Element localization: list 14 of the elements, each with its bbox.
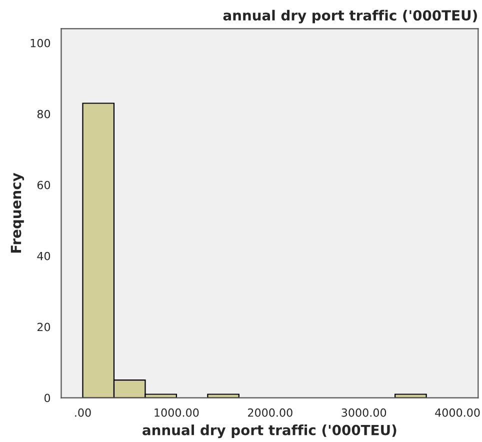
y-tick-label: 20 — [37, 322, 50, 332]
x-axis-title: annual dry port traffic ('000TEU) — [142, 424, 396, 438]
x-tick-label: 4000.00 — [435, 408, 480, 417]
y-axis-title: Frequency — [10, 172, 24, 253]
y-tick-label: 80 — [37, 110, 50, 118]
y-tick-label: 0 — [44, 394, 50, 402]
x-tick-label: 1000.00 — [154, 408, 199, 417]
y-tick-label: 40 — [37, 252, 50, 260]
x-tick-label: 2000.00 — [248, 408, 292, 417]
x-tick-label: .00 — [75, 408, 91, 417]
y-tick-label: 100 — [30, 38, 50, 48]
y-tick-label: 60 — [37, 180, 50, 190]
x-tick-label: 3000.00 — [342, 408, 386, 417]
chart-title: annual dry port traffic ('000TEU) — [223, 10, 477, 24]
